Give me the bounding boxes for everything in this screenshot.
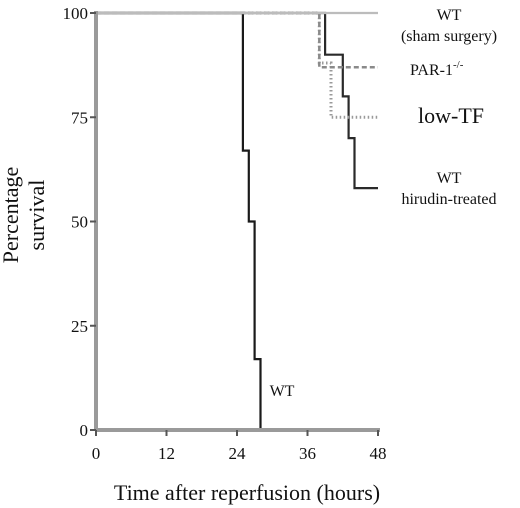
x-axis-title: Time after reperfusion (hours)	[114, 480, 380, 505]
series-label-wt-hirudin-treated: WT	[437, 170, 462, 187]
y-tick-label: 25	[71, 317, 88, 336]
series-label-par-1-base: PAR-1	[410, 62, 453, 79]
y-tick-label: 75	[71, 108, 88, 127]
x-tick-label: 24	[229, 444, 247, 463]
y-tick-label: 50	[71, 213, 88, 232]
series-label-wt-sham-surgery-line-2: (sham surgery)	[401, 28, 497, 45]
axes: 0 25 50 75 100 0 12 24 36 48 Time after reperfusio…	[0, 4, 387, 505]
series-label-par-1: PAR-1-/-	[410, 59, 464, 79]
y-tick-label: 100	[63, 4, 89, 23]
series-line-low-tf	[96, 11, 378, 119]
y-axis-title-line: Percentage	[0, 167, 23, 264]
series-line-wt-hirudin-treated	[96, 11, 378, 190]
series-labels: WT WT hirudin-treated low-TF PAR-1-/- WT (sham…	[270, 7, 498, 400]
y-axis-title-line: survival	[24, 180, 49, 251]
series-label-wt-sham-surgery: WT	[437, 7, 462, 24]
x-tick-label: 48	[370, 444, 387, 463]
series-line-par-1	[96, 11, 378, 69]
x-tick-label: 12	[158, 444, 175, 463]
y-tick-label: 0	[80, 421, 89, 440]
series-label-wt-hirudin-treated-line-2: hirudin-treated	[401, 191, 496, 208]
series-label-wt: WT	[270, 383, 295, 400]
series-layer	[96, 11, 378, 432]
series-label-par-1-superscript: -/-	[453, 59, 464, 71]
series-line-wt	[96, 11, 378, 432]
x-tick-label: 0	[92, 444, 101, 463]
x-tick-label: 36	[299, 444, 316, 463]
series-label-low-tf: low-TF	[418, 103, 484, 128]
